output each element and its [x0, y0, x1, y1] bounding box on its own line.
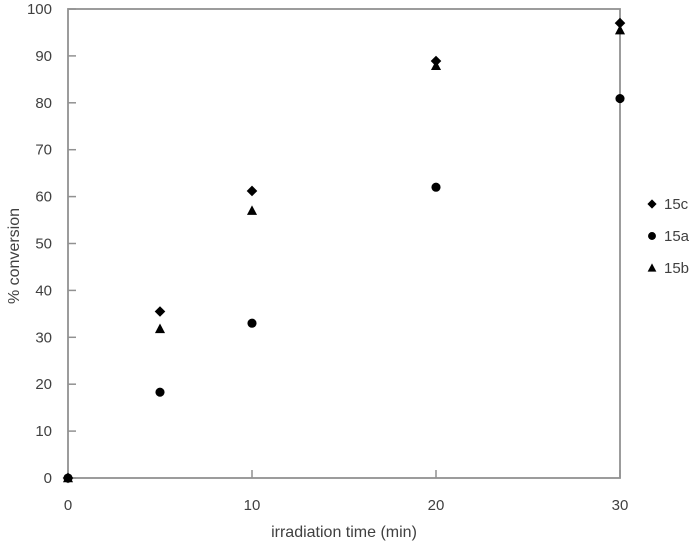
x-axis-title: irradiation time (min)	[271, 524, 417, 541]
legend-label-15a: 15a	[664, 228, 690, 245]
y-tick-label: 50	[35, 236, 52, 253]
legend-marker-15b	[647, 263, 657, 272]
data-series	[62, 17, 626, 484]
marker-15b	[154, 323, 166, 334]
y-axis: 0 10 20 30 40 50 60 70 80 90 100	[27, 1, 76, 487]
marker-15c	[154, 306, 166, 317]
y-tick-label: 40	[35, 282, 52, 299]
legend-item-15b: 15b	[647, 260, 689, 277]
marker-15b	[614, 24, 626, 35]
legend-item-15c: 15c	[647, 196, 689, 213]
y-tick-label: 10	[35, 423, 52, 440]
legend-label-15c: 15c	[664, 196, 689, 213]
legend-item-15a: 15a	[648, 228, 690, 245]
x-tick-label: 0	[64, 497, 72, 514]
marker-15b	[62, 472, 74, 483]
marker-15b	[246, 205, 258, 215]
y-tick-label: 90	[35, 48, 52, 65]
x-tick-label: 20	[428, 497, 445, 514]
y-tick-label: 70	[35, 142, 52, 159]
marker-15c	[246, 185, 258, 197]
y-tick-label: 20	[35, 376, 52, 393]
series-15c	[62, 17, 626, 484]
marker-15a	[615, 94, 625, 104]
legend-marker-15c	[647, 199, 657, 209]
series-15a	[63, 94, 625, 483]
x-tick-label: 30	[612, 497, 629, 514]
y-tick-label: 0	[44, 470, 52, 487]
y-axis-title: % conversion	[6, 208, 23, 304]
y-tick-label: 80	[35, 95, 52, 112]
legend-marker-15a	[648, 232, 656, 240]
y-tick-label: 60	[35, 189, 52, 206]
marker-15c	[614, 17, 626, 29]
legend-label-15b: 15b	[664, 260, 689, 277]
x-axis: 0 10 20 30	[64, 470, 629, 514]
marker-15b	[430, 60, 442, 70]
plot-area-border	[67, 8, 621, 479]
marker-15a	[431, 182, 441, 192]
x-tick-label: 10	[244, 497, 261, 514]
legend: 15c 15a 15b	[647, 196, 690, 277]
marker-15a	[247, 318, 257, 328]
y-tick-label: 30	[35, 329, 52, 346]
series-15b	[62, 24, 626, 483]
marker-15a	[155, 387, 165, 397]
y-tick-label: 100	[27, 1, 52, 18]
